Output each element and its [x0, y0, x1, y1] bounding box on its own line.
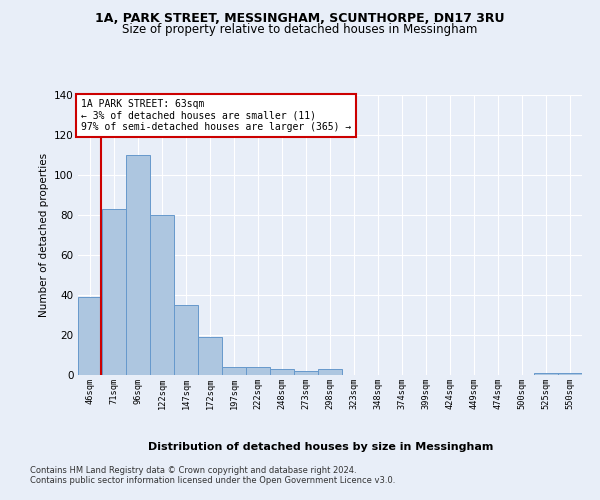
- Bar: [78, 297, 102, 375]
- Text: 1A PARK STREET: 63sqm
← 3% of detached houses are smaller (11)
97% of semi-detac: 1A PARK STREET: 63sqm ← 3% of detached h…: [80, 99, 351, 132]
- Text: Distribution of detached houses by size in Messingham: Distribution of detached houses by size …: [148, 442, 494, 452]
- Bar: [558, 373, 582, 375]
- Bar: [174, 305, 198, 375]
- Bar: [126, 155, 150, 375]
- Text: 1A, PARK STREET, MESSINGHAM, SCUNTHORPE, DN17 3RU: 1A, PARK STREET, MESSINGHAM, SCUNTHORPE,…: [95, 12, 505, 26]
- Bar: [534, 373, 558, 375]
- Bar: [270, 369, 294, 375]
- Bar: [198, 337, 222, 375]
- Bar: [222, 367, 246, 375]
- Bar: [102, 209, 126, 375]
- Y-axis label: Number of detached properties: Number of detached properties: [38, 153, 49, 317]
- Bar: [318, 369, 342, 375]
- Text: Contains HM Land Registry data © Crown copyright and database right 2024.
Contai: Contains HM Land Registry data © Crown c…: [30, 466, 395, 485]
- Text: Size of property relative to detached houses in Messingham: Size of property relative to detached ho…: [122, 24, 478, 36]
- Bar: [246, 367, 270, 375]
- Bar: [150, 215, 174, 375]
- Bar: [294, 371, 318, 375]
